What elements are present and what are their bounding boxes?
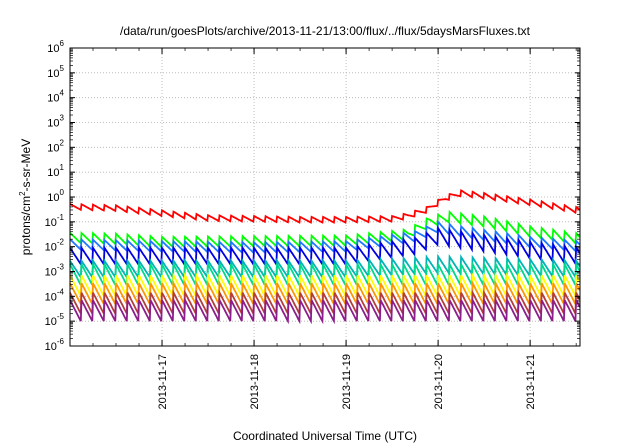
y-tick-label: 10-2: [45, 238, 65, 254]
x-tick-label: 2013-11-20: [433, 354, 445, 409]
y-tick-label: 10-6: [45, 337, 65, 353]
series-line-8: [69, 279, 581, 308]
y-axis-label: protons/cm2-s-sr-MeV: [18, 139, 33, 255]
series-line-4: [69, 224, 581, 268]
series-line-6: [69, 260, 581, 289]
y-tick-label: 105: [47, 64, 64, 80]
y-tick-label: 100: [47, 188, 64, 204]
series-line-10: [69, 296, 581, 325]
series-line-1: [69, 188, 581, 224]
y-axis: 106 105 104 103 102 101 100 10-1 10-2 10-3 10-4 10-…: [45, 39, 580, 353]
y-tick-label: 10-3: [45, 263, 65, 279]
y-tick-label: 104: [47, 89, 64, 105]
x-tick-label: 2013-11-17: [157, 354, 169, 409]
x-tick-label: 2013-11-18: [249, 354, 261, 409]
y-tick-label: 10-4: [45, 287, 65, 303]
x-axis-label: Coordinated Universal Time (UTC): [233, 429, 417, 443]
y-tick-label: 10-5: [45, 312, 65, 328]
chart-title: /data/run/goesPlots/archive/2013-11-21/1…: [120, 24, 531, 38]
y-tick-label: 10-1: [45, 213, 65, 229]
y-tick-label: 106: [47, 39, 64, 55]
x-tick-label: 2013-11-19: [341, 354, 353, 409]
y-tick-label: 101: [47, 163, 64, 179]
y-tick-label: 102: [47, 138, 64, 154]
x-tick-label: 2013-11-21: [525, 354, 537, 409]
x-axis: 2013-11-17 2013-11-18 2013-11-19 2013-11-20…: [69, 48, 577, 409]
y-tick-label: 103: [47, 114, 64, 130]
grid: [70, 48, 580, 346]
series-layer: [69, 188, 581, 325]
series-line-2: [69, 209, 581, 250]
